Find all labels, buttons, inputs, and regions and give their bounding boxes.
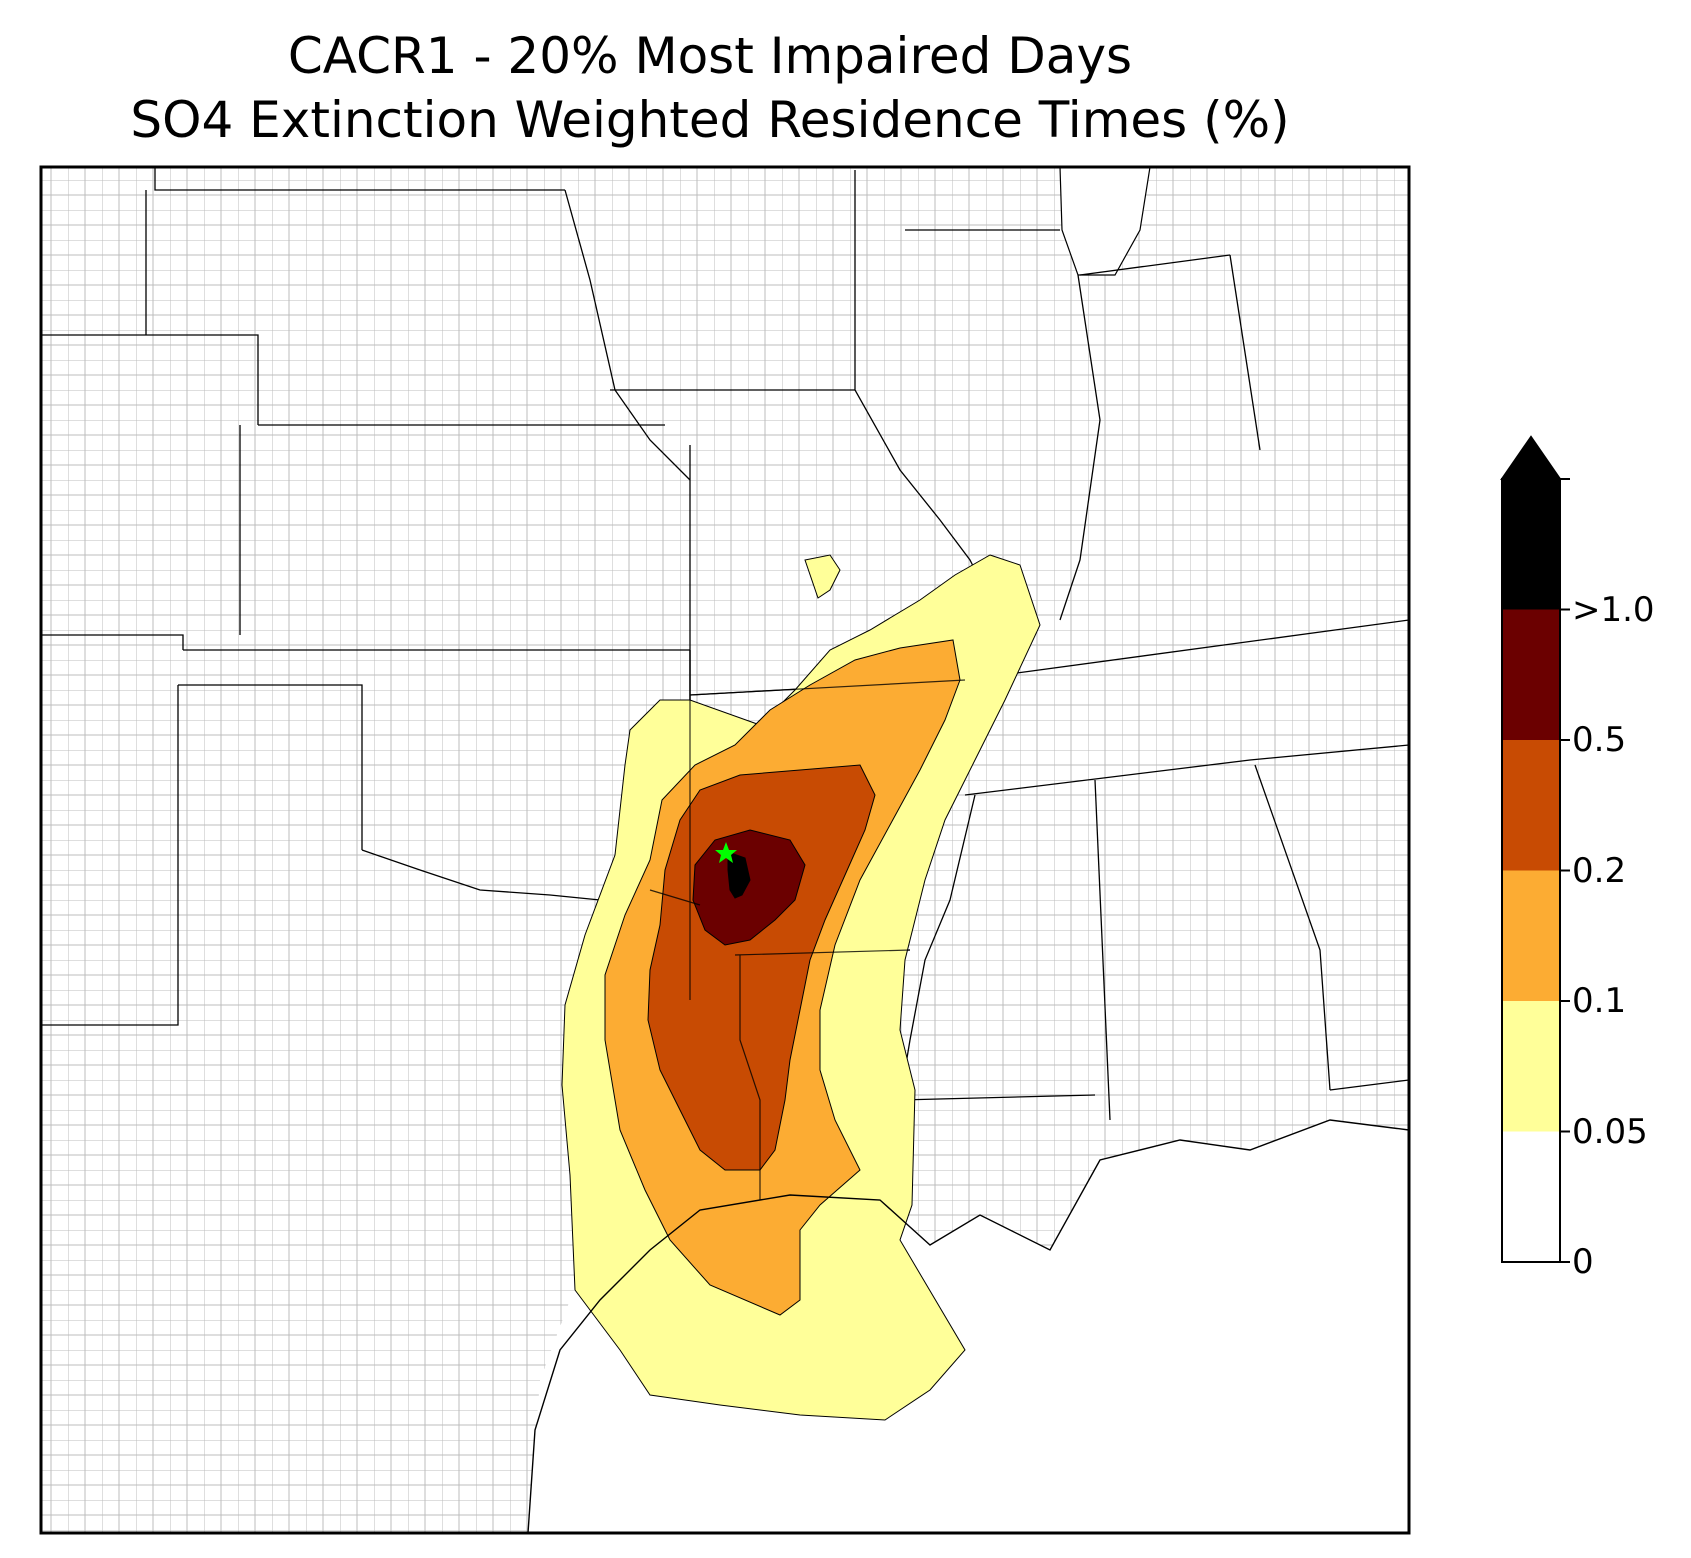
chart-title-line-1: CACR1 - 20% Most Impaired Days [287, 27, 1133, 85]
map-frame [39, 165, 1411, 1535]
lake-michigan [1059, 167, 1151, 276]
colorbar-tick-label: 0.5 [1572, 720, 1627, 760]
colorbar-tick-label: >1.0 [1572, 589, 1655, 630]
colorbar-extend-arrow [1500, 435, 1562, 480]
colorbar-tick-label: 0.2 [1572, 850, 1627, 891]
state-boundaries-overlay [649, 650, 966, 1200]
chart-title-line-2: SO4 Extinction Weighted Residence Times … [130, 91, 1290, 149]
site-star-marker [715, 842, 737, 863]
contour-0.05-0.1-island [804, 554, 841, 599]
colorbar-tick-label: 0.05 [1572, 1111, 1648, 1152]
contour-over-1.0 [727, 851, 751, 899]
colorbar-band [1502, 740, 1560, 871]
colorbar-band [1502, 1001, 1560, 1132]
map-panel [41, 167, 1409, 1533]
colorbar [1500, 435, 1570, 1263]
colorbar-band [1502, 870, 1560, 1001]
colorbar-tick-label: 0 [1572, 1242, 1594, 1282]
colorbar-band [1502, 479, 1560, 610]
colorbar-band [1502, 1131, 1560, 1262]
colorbar-tick-label: 0.1 [1572, 981, 1627, 1021]
colorbar-band [1502, 609, 1560, 740]
coastline [527, 1119, 1409, 1533]
